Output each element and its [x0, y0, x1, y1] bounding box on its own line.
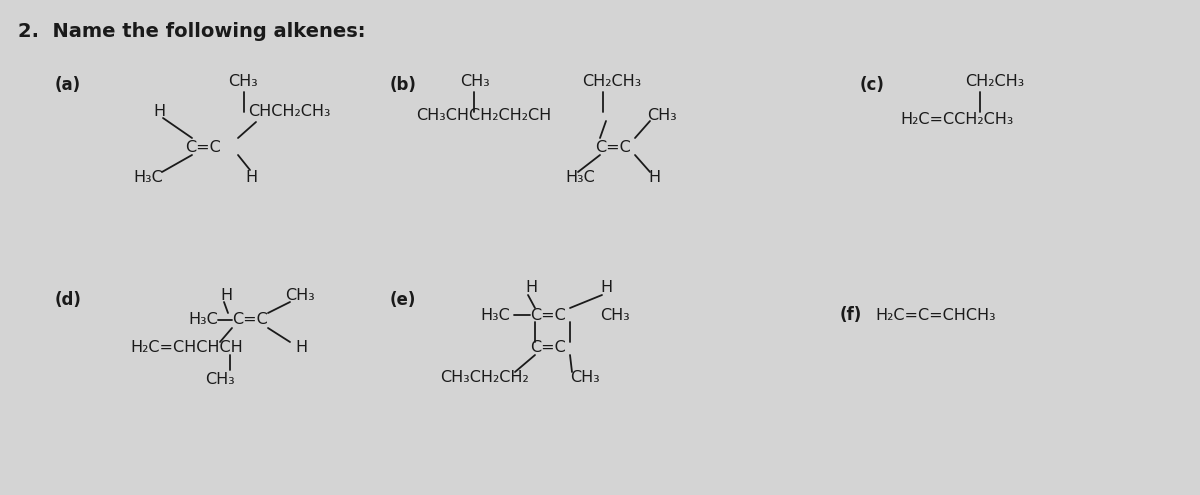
Text: CH₃: CH₃: [460, 75, 490, 90]
Text: H₃C: H₃C: [133, 170, 163, 186]
Text: CH₂CH₃: CH₂CH₃: [582, 75, 641, 90]
Text: CH₂CH₃: CH₂CH₃: [965, 75, 1025, 90]
Text: C=C: C=C: [185, 141, 221, 155]
Text: C=C: C=C: [530, 341, 565, 355]
Text: H₃C: H₃C: [188, 312, 217, 328]
Text: (e): (e): [390, 291, 416, 309]
Text: H: H: [220, 288, 232, 302]
Text: H₃C: H₃C: [565, 170, 595, 186]
Text: (b): (b): [390, 76, 416, 94]
Text: C=C: C=C: [530, 307, 565, 323]
Text: H: H: [648, 170, 660, 186]
Text: CH₃: CH₃: [286, 288, 314, 302]
Text: H: H: [245, 170, 257, 186]
Text: (c): (c): [860, 76, 884, 94]
Text: H₂C=C=CHCH₃: H₂C=C=CHCH₃: [875, 307, 996, 323]
Text: 2.  Name the following alkenes:: 2. Name the following alkenes:: [18, 22, 366, 41]
Text: (f): (f): [840, 306, 863, 324]
Text: (d): (d): [55, 291, 82, 309]
Text: H: H: [295, 341, 307, 355]
Text: H₂C=CCH₂CH₃: H₂C=CCH₂CH₃: [900, 112, 1013, 128]
Text: H: H: [154, 104, 166, 119]
Text: H₂C=CHCHCH: H₂C=CHCHCH: [130, 341, 242, 355]
Text: CH₃CH₂CH₂: CH₃CH₂CH₂: [440, 370, 529, 386]
Text: C=C: C=C: [232, 312, 268, 328]
Text: CH₃: CH₃: [570, 370, 600, 386]
Text: CH₃: CH₃: [647, 107, 677, 122]
Text: H: H: [600, 281, 612, 296]
Text: H₃C: H₃C: [480, 307, 510, 323]
Text: CH₃: CH₃: [228, 75, 258, 90]
Text: CHCH₂CH₃: CHCH₂CH₃: [248, 104, 330, 119]
Text: (a): (a): [55, 76, 82, 94]
Text: CH₃CHCH₂CH₂CH: CH₃CHCH₂CH₂CH: [416, 107, 551, 122]
Text: CH₃: CH₃: [205, 373, 235, 388]
Text: H: H: [526, 281, 538, 296]
Text: C=C: C=C: [595, 141, 631, 155]
Text: CH₃: CH₃: [600, 307, 630, 323]
